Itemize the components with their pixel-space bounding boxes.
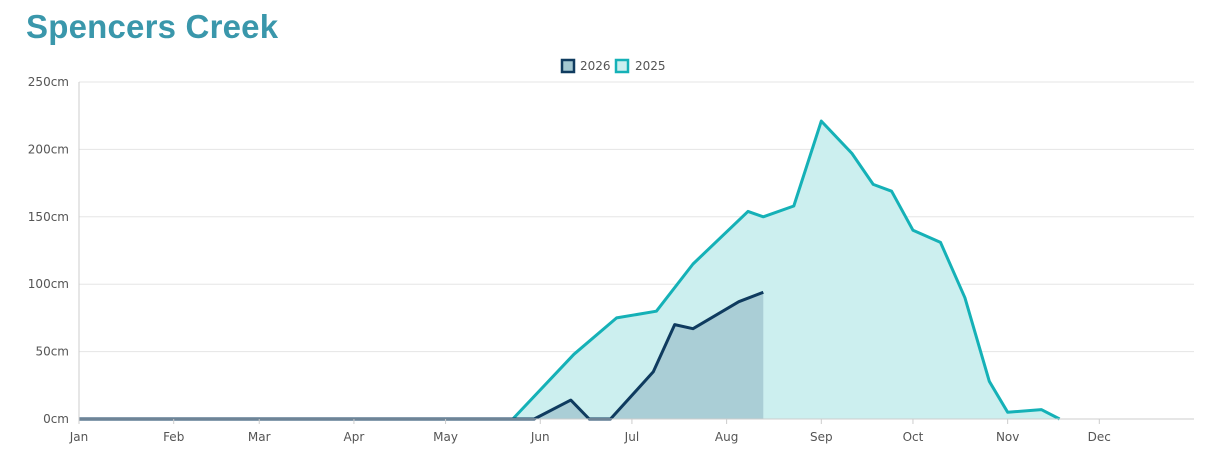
x-tick-label: Jul xyxy=(624,430,639,444)
y-tick-label: 0cm xyxy=(43,412,69,426)
y-tick-label: 200cm xyxy=(28,142,69,156)
x-axis-tick-labels: Jan Feb Mar Apr May Jun Jul Aug Sep Oct Nov Dec xyxy=(69,430,1111,444)
area-series-2025 xyxy=(79,121,1060,419)
legend-label-2025[interactable]: 2025 xyxy=(635,59,666,73)
x-tick-label: Oct xyxy=(903,430,924,444)
series-areas xyxy=(79,121,1060,419)
x-tick-label: Sep xyxy=(810,430,833,444)
y-tick-label: 50cm xyxy=(35,345,69,359)
y-tick-label: 150cm xyxy=(28,210,69,224)
x-tick-label: Aug xyxy=(715,430,738,444)
x-tick-label: Jan xyxy=(69,430,89,444)
legend-label-2026[interactable]: 2026 xyxy=(580,59,611,73)
x-tick-label: Dec xyxy=(1088,430,1111,444)
y-axis-tick-labels: 0cm 50cm 100cm 150cm 200cm 250cm xyxy=(28,75,69,426)
legend: 2026 2025 xyxy=(560,58,666,74)
legend-swatch-2026[interactable] xyxy=(560,58,576,74)
x-tick-label: May xyxy=(433,430,458,444)
grid-lines xyxy=(79,81,1194,353)
x-tick-label: Jun xyxy=(530,430,550,444)
x-tick-label: Apr xyxy=(344,430,365,444)
x-tick-label: Nov xyxy=(996,430,1019,444)
legend-swatch-2025[interactable] xyxy=(614,58,630,74)
x-tick-label: Feb xyxy=(163,430,184,444)
line-series-2025 xyxy=(79,119,1061,421)
chart-title: Spencers Creek xyxy=(26,8,279,45)
y-tick-label: 100cm xyxy=(28,277,69,291)
y-tick-label: 250cm xyxy=(28,75,69,89)
axes xyxy=(78,82,1194,424)
area-series-2026 xyxy=(79,292,764,419)
x-tick-label: Mar xyxy=(248,430,271,444)
